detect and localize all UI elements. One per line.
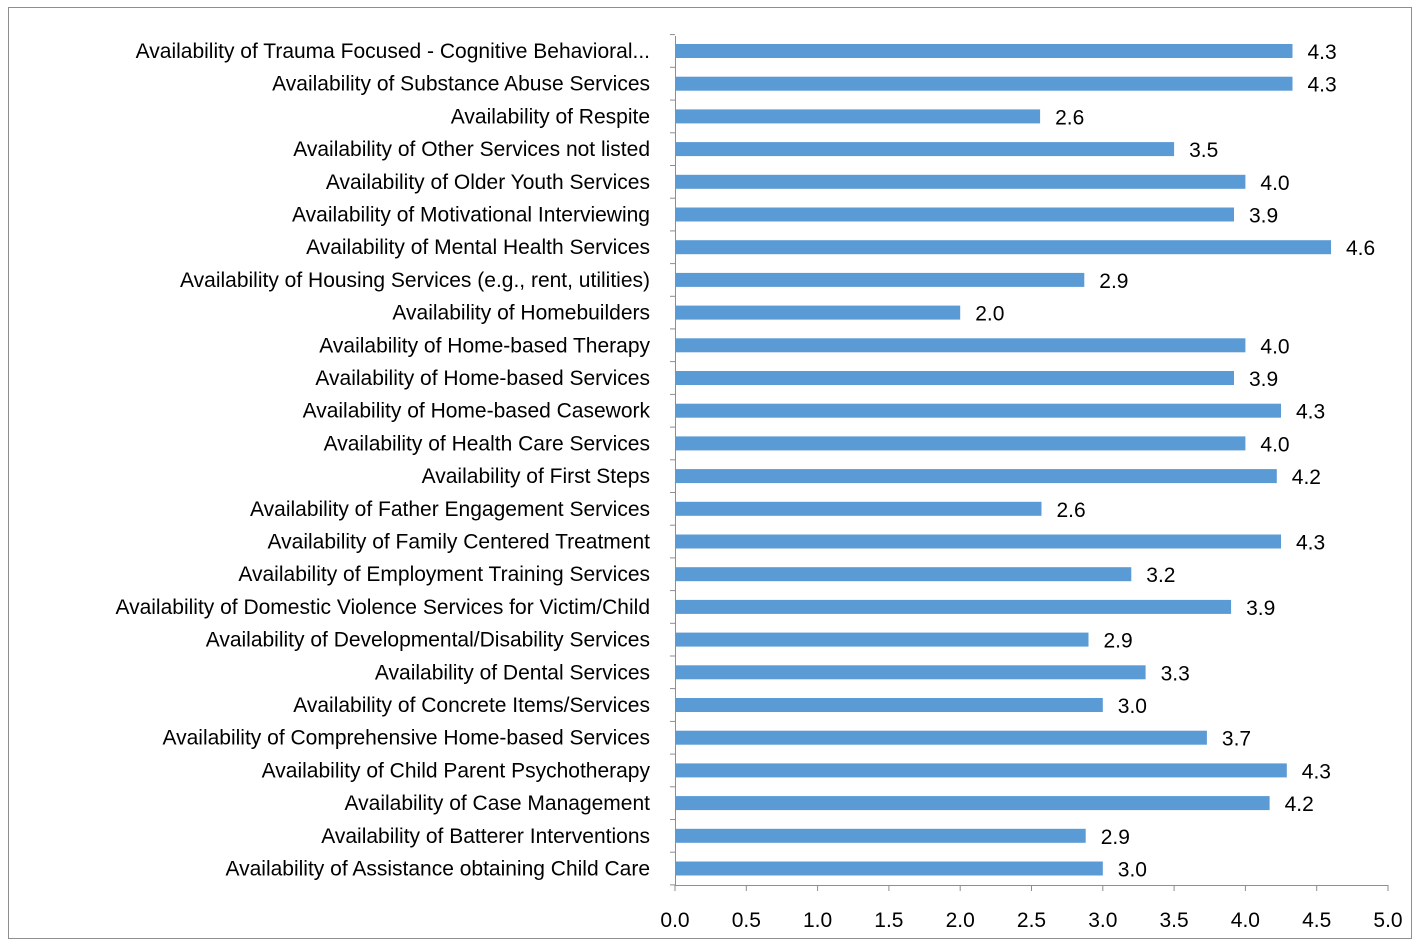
bar-12 bbox=[675, 436, 1246, 451]
bars-group bbox=[675, 44, 1331, 876]
value-label-4: 4.0 bbox=[1260, 172, 1289, 195]
category-label-6: Availability of Mental Health Services bbox=[306, 236, 650, 259]
value-label-25: 3.0 bbox=[1118, 859, 1147, 882]
value-label-3: 3.5 bbox=[1189, 139, 1218, 162]
category-label-1: Availability of Substance Abuse Services bbox=[272, 73, 650, 96]
bar-4 bbox=[675, 174, 1246, 189]
category-label-8: Availability of Homebuilders bbox=[392, 302, 650, 325]
category-label-24: Availability of Batterer Interventions bbox=[321, 825, 650, 848]
category-label-7: Availability of Housing Services (e.g., … bbox=[180, 269, 650, 292]
x-tick-label-9: 4.5 bbox=[1302, 909, 1331, 932]
value-label-23: 4.2 bbox=[1285, 793, 1314, 816]
value-label-16: 3.2 bbox=[1146, 564, 1175, 587]
axis-group: 0.0 0.5 1.0 1.5 2.0 2.5 3.0 3.5 4.0 4.5 5.0 bbox=[660, 34, 1403, 932]
bar-17 bbox=[675, 599, 1232, 614]
category-label-13: Availability of First Steps bbox=[422, 465, 650, 488]
category-label-20: Availability of Concrete Items/Services bbox=[293, 694, 650, 717]
value-label-12: 4.0 bbox=[1260, 433, 1289, 456]
value-label-13: 4.2 bbox=[1292, 466, 1321, 489]
bar-23 bbox=[675, 796, 1270, 811]
value-label-5: 3.9 bbox=[1249, 205, 1278, 228]
x-tick-label-7: 3.5 bbox=[1159, 909, 1188, 932]
category-label-2: Availability of Respite bbox=[451, 105, 650, 128]
value-label-11: 4.3 bbox=[1296, 401, 1325, 424]
bar-9 bbox=[675, 338, 1246, 353]
value-label-17: 3.9 bbox=[1246, 597, 1275, 620]
category-label-22: Availability of Child Parent Psychothera… bbox=[262, 759, 651, 782]
bar-10 bbox=[675, 371, 1234, 385]
bar-8 bbox=[675, 305, 961, 320]
category-label-19: Availability of Dental Services bbox=[375, 661, 650, 684]
x-tick-label-0: 0.0 bbox=[660, 909, 689, 932]
category-label-5: Availability of Motivational Interviewin… bbox=[292, 204, 650, 227]
category-label-9: Availability of Home-based Therapy bbox=[319, 334, 650, 357]
category-label-16: Availability of Employment Training Serv… bbox=[238, 563, 650, 586]
x-tick-label-4: 2.0 bbox=[946, 909, 975, 932]
value-label-0: 4.3 bbox=[1308, 41, 1337, 64]
value-label-19: 3.3 bbox=[1161, 662, 1190, 685]
value-labels-group: 4.34.32.63.54.03.94.62.92.04.03.94.34.04… bbox=[975, 41, 1375, 882]
category-label-17: Availability of Domestic Violence Servic… bbox=[115, 596, 650, 619]
x-tick-label-1: 0.5 bbox=[732, 909, 761, 932]
bar-25 bbox=[675, 861, 1103, 876]
category-label-15: Availability of Family Centered Treatmen… bbox=[268, 531, 651, 554]
bar-5 bbox=[675, 207, 1234, 222]
x-tick-label-8: 4.0 bbox=[1231, 909, 1260, 932]
value-label-1: 4.3 bbox=[1308, 74, 1337, 97]
bar-13 bbox=[675, 469, 1277, 484]
bar-21 bbox=[675, 730, 1207, 745]
x-tick-label-2: 1.0 bbox=[803, 909, 832, 932]
bar-16 bbox=[675, 567, 1132, 582]
value-label-14: 2.6 bbox=[1057, 499, 1086, 522]
value-label-21: 3.7 bbox=[1222, 728, 1251, 751]
category-labels-group: Availability of Trauma Focused - Cogniti… bbox=[115, 40, 650, 881]
value-label-2: 2.6 bbox=[1055, 106, 1084, 129]
value-label-22: 4.3 bbox=[1302, 760, 1331, 783]
value-label-6: 4.6 bbox=[1346, 237, 1375, 260]
value-label-20: 3.0 bbox=[1118, 695, 1147, 718]
value-label-24: 2.9 bbox=[1101, 826, 1130, 849]
bar-1 bbox=[675, 76, 1293, 91]
value-label-15: 4.3 bbox=[1296, 532, 1325, 555]
bar-24 bbox=[675, 828, 1086, 843]
bar-15 bbox=[675, 534, 1281, 549]
value-label-10: 3.9 bbox=[1249, 368, 1278, 391]
bar-18 bbox=[675, 632, 1089, 647]
value-label-9: 4.0 bbox=[1260, 335, 1289, 358]
category-label-18: Availability of Developmental/Disability… bbox=[206, 629, 650, 652]
bar-22 bbox=[675, 763, 1287, 778]
category-label-3: Availability of Other Services not liste… bbox=[293, 138, 650, 161]
category-label-12: Availability of Health Care Services bbox=[324, 432, 650, 455]
bar-6 bbox=[675, 240, 1331, 255]
bar-3 bbox=[675, 142, 1175, 157]
value-label-8: 2.0 bbox=[975, 303, 1004, 326]
x-tick-label-6: 3.0 bbox=[1088, 909, 1117, 932]
bar-0 bbox=[675, 44, 1293, 58]
category-label-23: Availability of Case Management bbox=[345, 792, 651, 815]
category-label-0: Availability of Trauma Focused - Cogniti… bbox=[136, 40, 650, 63]
category-label-21: Availability of Comprehensive Home-based… bbox=[162, 727, 650, 750]
x-tick-label-3: 1.5 bbox=[874, 909, 903, 932]
value-label-18: 2.9 bbox=[1104, 630, 1133, 653]
category-label-14: Availability of Father Engagement Servic… bbox=[250, 498, 650, 521]
value-label-7: 2.9 bbox=[1099, 270, 1128, 293]
category-label-11: Availability of Home-based Casework bbox=[303, 400, 651, 423]
bar-19 bbox=[675, 665, 1146, 680]
bar-11 bbox=[675, 403, 1281, 418]
bar-2 bbox=[675, 109, 1041, 124]
x-tick-label-10: 5.0 bbox=[1373, 909, 1402, 932]
category-label-25: Availability of Assistance obtaining Chi… bbox=[225, 858, 650, 881]
category-label-10: Availability of Home-based Services bbox=[315, 367, 650, 390]
category-label-4: Availability of Older Youth Services bbox=[326, 171, 650, 194]
bar-7 bbox=[675, 272, 1085, 287]
bar-20 bbox=[675, 698, 1103, 712]
bar-14 bbox=[675, 501, 1042, 516]
x-tick-label-5: 2.5 bbox=[1017, 909, 1046, 932]
